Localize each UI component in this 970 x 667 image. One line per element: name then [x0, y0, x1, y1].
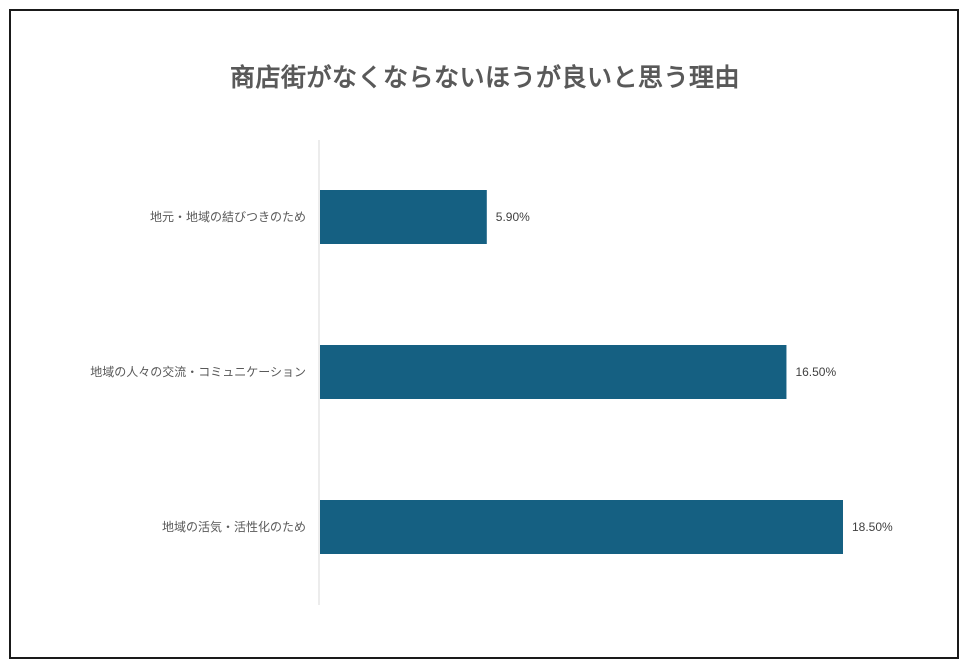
bar-0	[320, 190, 487, 244]
chart-title: 商店街がなくならないほうが良いと思う理由	[229, 63, 740, 92]
data-label-1: 16.50%	[795, 365, 836, 379]
category-label-0: 地元・地域の結びつきのため	[150, 210, 306, 224]
category-label-1: 地域の人々の交流・コミュニケーション	[90, 364, 306, 379]
bar-1	[320, 345, 787, 399]
data-label-2: 18.50%	[852, 520, 893, 534]
category-label-2: 地域の活気・活性化のため	[162, 519, 306, 534]
bar-2	[320, 500, 843, 554]
data-label-0: 5.90%	[496, 210, 530, 224]
